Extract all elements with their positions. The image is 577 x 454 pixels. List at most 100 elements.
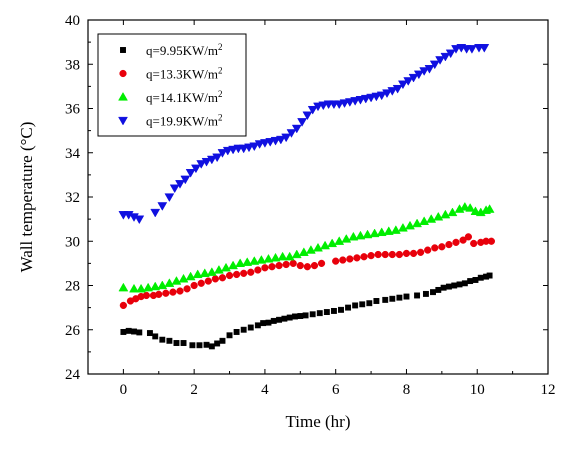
data-point: [189, 342, 196, 349]
data-point: [134, 215, 145, 225]
data-point: [445, 283, 452, 290]
data-point: [249, 256, 260, 265]
data-point: [225, 271, 234, 280]
data-point: [360, 94, 371, 104]
data-point: [339, 256, 347, 264]
series-2: [119, 233, 496, 310]
data-point: [465, 203, 476, 212]
data-point: [199, 268, 210, 277]
data-point: [382, 89, 392, 99]
data-point: [265, 319, 272, 326]
data-point: [445, 49, 456, 59]
y-tick-label: 30: [65, 234, 80, 250]
data-point: [281, 133, 292, 143]
data-point: [131, 328, 137, 335]
data-point: [341, 234, 352, 243]
legend-label: q=9.95KW/m2: [146, 42, 222, 58]
data-point: [431, 244, 439, 252]
data-point: [119, 301, 128, 310]
data-point: [164, 193, 175, 203]
data-point: [451, 282, 458, 289]
legend-marker: [118, 116, 128, 126]
data-point: [302, 111, 313, 121]
y-tick-label: 36: [65, 102, 81, 118]
data-point: [265, 138, 276, 147]
data-point: [247, 324, 254, 331]
data-point: [392, 84, 403, 94]
data-point: [233, 329, 240, 335]
data-point: [120, 329, 127, 335]
data-point: [256, 255, 267, 264]
data-point: [413, 70, 424, 80]
data-point: [419, 216, 430, 225]
y-tick-label: 40: [65, 13, 80, 29]
data-point: [424, 246, 432, 254]
data-point: [178, 273, 189, 283]
data-point: [277, 251, 288, 261]
data-point: [316, 310, 323, 317]
x-tick-label: 6: [332, 382, 340, 398]
data-point: [350, 97, 361, 106]
data-point: [389, 295, 396, 302]
data-point: [470, 206, 481, 216]
data-point: [240, 269, 248, 277]
data-point: [464, 233, 473, 241]
data-point: [435, 286, 442, 293]
y-tick-label: 32: [65, 190, 80, 206]
legend: q=9.95KW/m2 q=13.3KW/m2 q=14.1KW/m2 q=19.9K…: [97, 33, 247, 137]
series-4: [118, 44, 490, 225]
data-point: [408, 73, 419, 83]
data-point: [155, 290, 163, 298]
data-point: [390, 225, 401, 234]
data-point: [247, 268, 255, 276]
data-point: [323, 309, 330, 316]
data-point: [397, 222, 408, 232]
data-point: [382, 296, 389, 303]
data-point: [289, 259, 297, 267]
data-point: [470, 239, 478, 248]
data-point: [346, 255, 354, 263]
data-point: [286, 314, 293, 321]
data-point: [143, 282, 154, 292]
legend-marker: [120, 47, 126, 53]
data-point: [173, 340, 180, 346]
data-point: [355, 96, 366, 105]
data-point: [396, 294, 403, 301]
data-point: [416, 248, 425, 256]
data-point: [150, 208, 161, 218]
legend-label: q=19.9KW/m2: [146, 113, 222, 129]
data-point: [196, 342, 203, 349]
legend-marker: [118, 91, 128, 101]
data-point: [451, 45, 461, 54]
data-point: [330, 307, 337, 314]
data-point: [276, 316, 283, 323]
y-tick-label: 38: [65, 57, 80, 73]
data-point: [440, 284, 447, 291]
data-point: [196, 160, 207, 169]
data-point: [296, 261, 304, 270]
data-point: [305, 245, 316, 254]
legend-label: q=13.3KW/m2: [146, 66, 222, 82]
data-point: [192, 269, 203, 279]
data-point: [320, 240, 331, 250]
data-point: [484, 204, 495, 213]
data-point: [344, 98, 355, 107]
data-point: [309, 311, 316, 318]
data-point: [263, 253, 274, 263]
y-tick-label: 34: [65, 146, 81, 162]
data-point: [203, 341, 210, 348]
data-point: [221, 262, 231, 272]
data-point: [118, 282, 129, 292]
data-point: [183, 285, 191, 293]
data-point: [238, 144, 249, 154]
data-point: [426, 214, 437, 223]
data-point: [332, 257, 340, 265]
data-point: [381, 250, 389, 259]
data-point: [270, 317, 277, 324]
data-point: [169, 288, 177, 296]
data-point: [292, 313, 298, 320]
data-point: [334, 236, 345, 245]
data-point: [270, 136, 281, 146]
data-point: [466, 45, 477, 54]
